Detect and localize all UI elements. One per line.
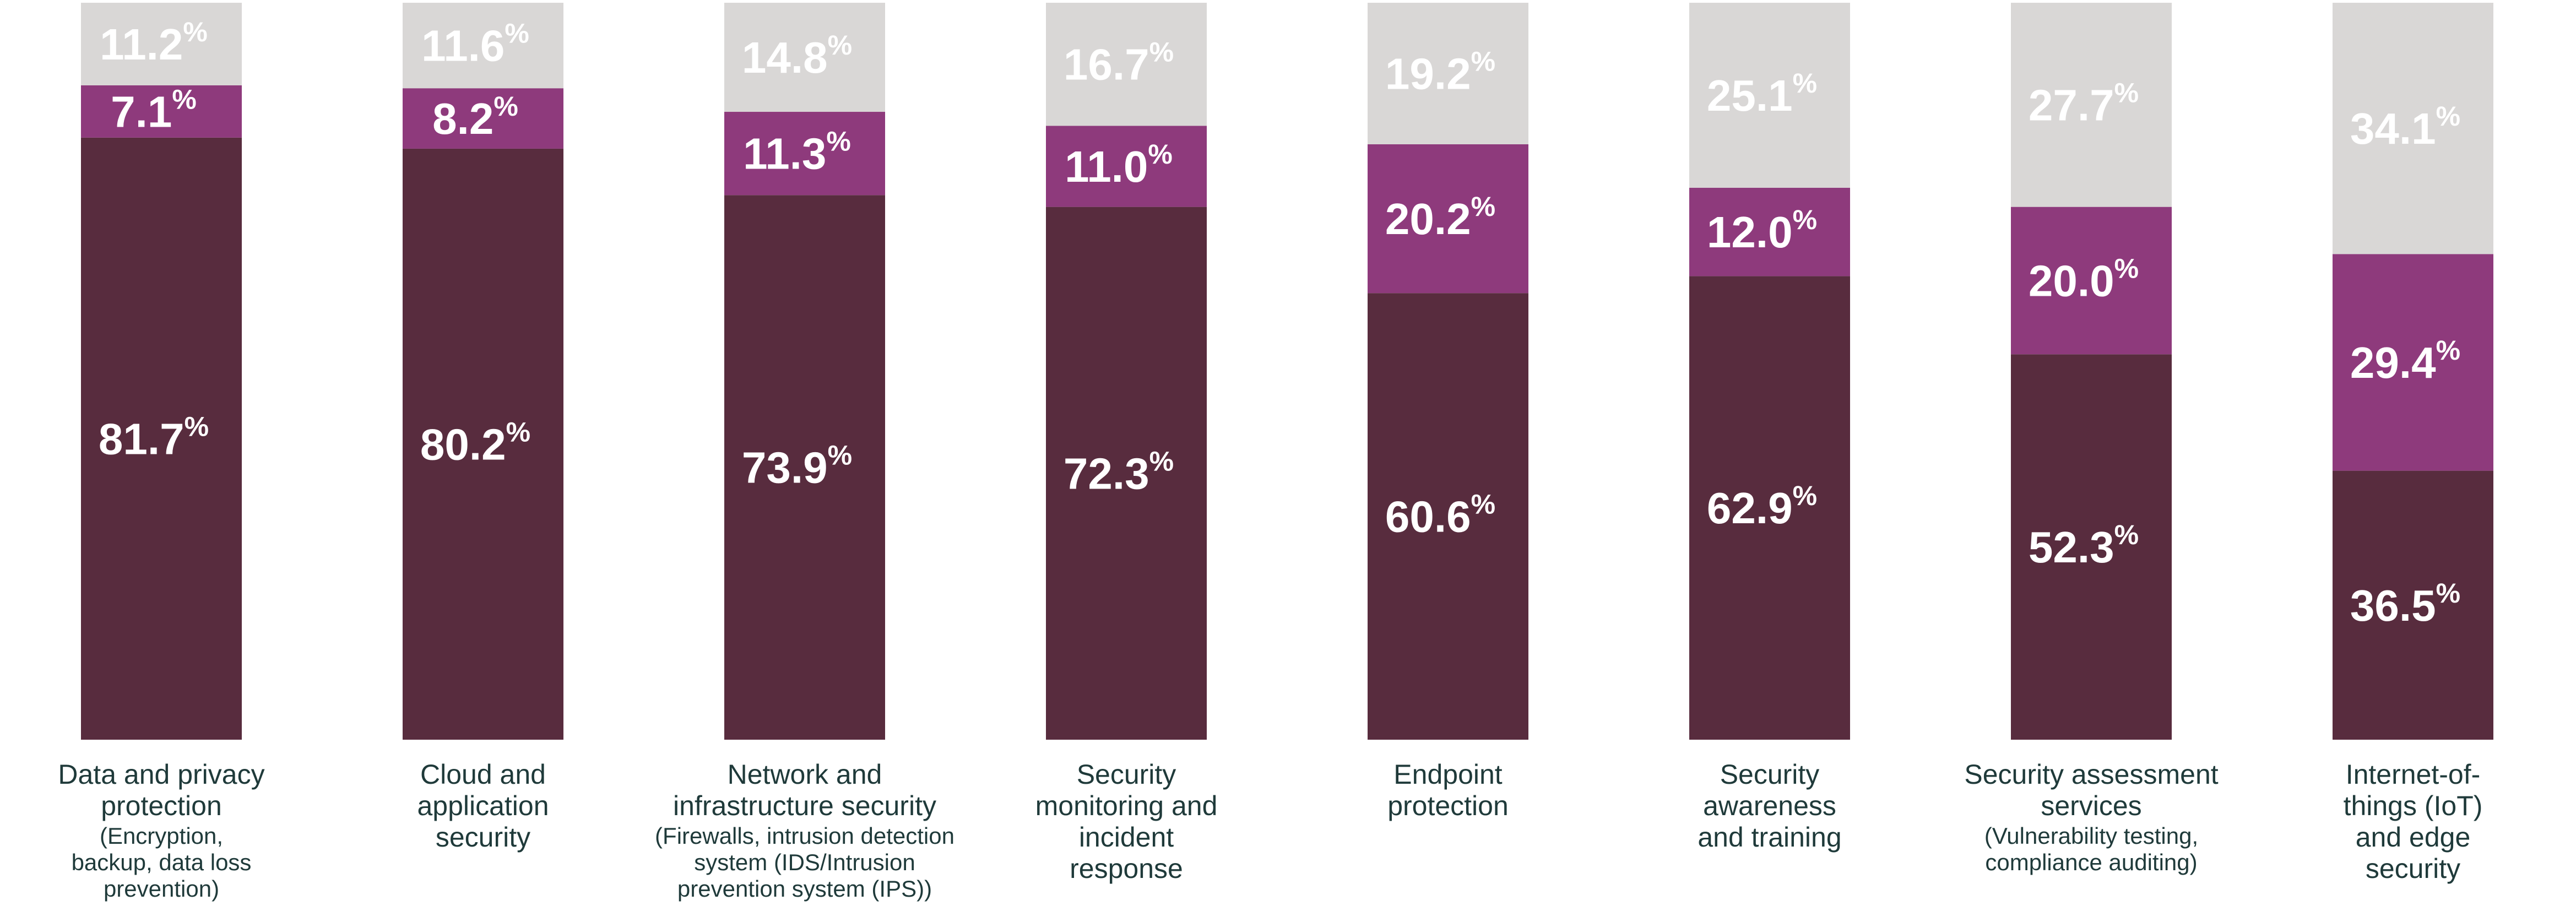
data-label-top-3: 14.8%: [742, 30, 852, 82]
data-label-middle-3: 11.3%: [743, 126, 851, 178]
data-label-bottom-1: 81.7%: [99, 411, 209, 463]
data-label-top-6: 25.1%: [1707, 68, 1817, 120]
data-label-middle-7: 20.0%: [2029, 253, 2139, 305]
bar-segment-top-4: [1046, 3, 1207, 126]
data-label-bottom-6: 62.9%: [1707, 480, 1817, 533]
bar-segment-top-1: [81, 3, 242, 85]
data-label-top-2: 11.6%: [421, 18, 529, 70]
category-label-main: Data and privacy protection: [58, 759, 265, 821]
category-label-1: Data and privacy protection (Encryption, …: [57, 759, 266, 902]
bar-segment-bottom-5: [1368, 293, 1528, 740]
bar-segment-middle-4: [1046, 126, 1207, 207]
bar-segment-top-5: [1368, 3, 1528, 144]
data-label-top-5: 19.2%: [1385, 46, 1495, 98]
bar-segment-bottom-4: [1046, 207, 1207, 740]
category-label-main: Network and infrastructure security: [673, 759, 936, 821]
category-label-main: Internet-of-things (IoT) and edge securi…: [2343, 759, 2483, 884]
bar-segment-bottom-3: [724, 195, 885, 740]
category-label-3: Network and infrastructure security (Fire…: [650, 759, 959, 902]
bar-segment-top-8: [2333, 3, 2493, 254]
data-label-middle-5: 20.2%: [1385, 191, 1495, 243]
data-label-top-7: 27.7%: [2029, 77, 2139, 129]
data-label-middle-6: 12.0%: [1707, 204, 1817, 257]
data-label-middle-1: 7.1%: [111, 84, 197, 136]
category-label-5: Endpoint protection: [1365, 759, 1531, 822]
bar-segment-middle-8: [2333, 254, 2493, 471]
data-label-top-1: 11.2%: [100, 17, 208, 69]
bar-segment-top-3: [724, 3, 885, 112]
data-label-middle-8: 29.4%: [2350, 335, 2460, 387]
category-label-sub: (Encryption, backup, data loss preventio…: [71, 823, 252, 902]
bar-segment-middle-3: [724, 112, 885, 196]
bar-segment-middle-1: [81, 85, 242, 138]
bar-segment-top-2: [403, 3, 563, 89]
category-label-main: Security monitoring and incident respons…: [1035, 759, 1218, 884]
category-label-2: Cloud and application security: [400, 759, 566, 853]
data-label-bottom-5: 60.6%: [1385, 489, 1495, 541]
category-label-8: Internet-of-things (IoT) and edge securi…: [2322, 759, 2504, 885]
data-label-bottom-7: 52.3%: [2029, 519, 2139, 572]
category-label-main: Cloud and application security: [417, 759, 549, 853]
category-label-4: Security monitoring and incident respons…: [1022, 759, 1231, 885]
bar-segment-middle-5: [1368, 144, 1528, 294]
data-label-bottom-8: 36.5%: [2350, 578, 2460, 630]
data-label-top-8: 34.1%: [2350, 101, 2460, 153]
bar-segment-bottom-2: [403, 148, 563, 740]
category-label-6: Security awareness and training: [1679, 759, 1861, 853]
category-label-sub: (Firewalls, intrusion detection system (…: [655, 823, 955, 902]
bar-segment-middle-7: [2011, 207, 2172, 355]
bar-segment-bottom-6: [1689, 276, 1850, 740]
category-label-7: Security assessment services (Vulnerabili…: [1948, 759, 2235, 876]
data-label-bottom-4: 72.3%: [1064, 446, 1174, 498]
data-label-middle-2: 8.2%: [432, 91, 518, 143]
category-label-main: Endpoint protection: [1387, 759, 1509, 821]
data-label-middle-4: 11.0%: [1065, 139, 1173, 191]
data-label-bottom-2: 80.2%: [420, 416, 530, 469]
data-label-top-4: 16.7%: [1064, 37, 1174, 89]
category-label-sub: (Vulnerability testing, compliance audit…: [1984, 823, 2199, 875]
bar-segment-bottom-8: [2333, 470, 2493, 740]
bar-segment-top-7: [2011, 3, 2172, 207]
bar-segment-middle-2: [403, 88, 563, 149]
category-label-main: Security awareness and training: [1698, 759, 1842, 853]
bar-segment-middle-6: [1689, 187, 1850, 276]
bar-segment-top-6: [1689, 3, 1850, 188]
category-label-main: Security assessment services: [1964, 759, 2219, 821]
bar-segment-bottom-1: [81, 137, 242, 740]
data-label-bottom-3: 73.9%: [742, 440, 852, 492]
bar-segment-bottom-7: [2011, 354, 2172, 740]
